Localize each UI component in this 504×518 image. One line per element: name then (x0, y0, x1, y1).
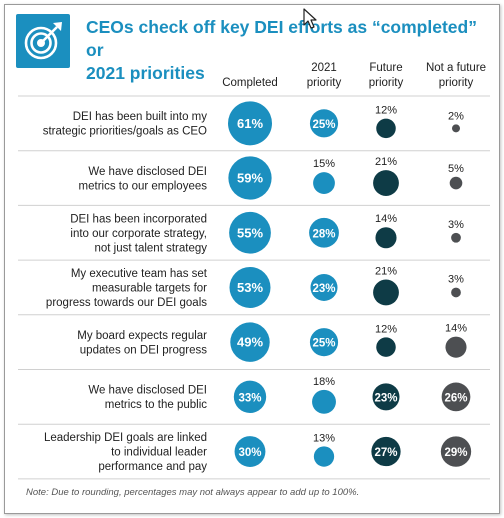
bubble (309, 217, 339, 248)
data-label: 23% (374, 392, 397, 404)
data-label: 18% (313, 376, 335, 388)
bubble (376, 337, 396, 357)
data-label: 28% (312, 228, 335, 240)
bubble (234, 436, 266, 467)
data-label: 61% (237, 116, 263, 131)
bubble (309, 328, 339, 357)
row-label: We have disclosed DEI (88, 385, 207, 397)
bubble (371, 436, 401, 467)
bubble (233, 380, 267, 414)
title-line-2: 2021 priorities (86, 63, 205, 83)
bubble (376, 118, 396, 139)
bubble (229, 211, 271, 254)
bubble (313, 446, 335, 467)
data-label: 29% (444, 447, 467, 459)
row-label: into our corporate strategy, (70, 228, 207, 240)
row-label: updates on DEI progress (80, 344, 207, 356)
data-label: 26% (444, 392, 467, 404)
row-label: metrics to the public (105, 399, 208, 411)
row-label: progress towards our DEI goals (46, 297, 207, 309)
row-label: measurable targets for (92, 282, 207, 294)
row-label: DEI has been built into my (73, 111, 207, 123)
row-label: to individual leader (111, 447, 207, 459)
bubble (309, 109, 339, 138)
row-label: My executive team has set (71, 268, 208, 280)
row-label: performance and pay (98, 461, 207, 473)
data-label: 53% (237, 280, 263, 295)
bubble (445, 336, 467, 358)
bubble (375, 227, 397, 249)
column-header-3-line-1: Future (369, 62, 402, 74)
column-header-3-line-2: priority (369, 77, 404, 89)
data-label: 15% (313, 158, 335, 170)
row-label: metrics to our employees (79, 180, 208, 192)
data-label: 59% (237, 171, 263, 186)
bubble (452, 124, 460, 133)
data-label: 3% (448, 274, 464, 286)
data-label: 21% (375, 156, 397, 168)
data-label: 12% (375, 105, 397, 117)
bubble (310, 273, 338, 301)
data-label: 23% (312, 283, 335, 295)
row-label: DEI has been incorporated (70, 213, 207, 225)
row-label: My board expects regular (77, 330, 207, 342)
footnote: Note: Due to rounding, percentages may n… (26, 487, 360, 498)
data-label: 27% (374, 447, 397, 459)
data-label: 3% (448, 219, 464, 231)
bubble (230, 322, 270, 362)
row-label: Leadership DEI goals are linked (44, 432, 207, 444)
bubble (449, 176, 463, 190)
data-label: 55% (237, 225, 263, 240)
data-label: 30% (238, 447, 261, 459)
bubble (228, 101, 272, 146)
bubble (312, 389, 336, 414)
column-header-4-line-2: priority (439, 77, 474, 89)
bubble (228, 156, 272, 200)
column-header-2-line-2: priority (307, 77, 342, 89)
data-label: 14% (445, 323, 467, 335)
data-label: 21% (375, 266, 397, 278)
chart-frame (4, 4, 500, 514)
data-label: 33% (238, 392, 261, 404)
mouse-cursor-icon (303, 8, 317, 29)
data-label: 25% (312, 338, 335, 350)
bubble (451, 287, 461, 298)
row-label: We have disclosed DEI (88, 166, 207, 178)
data-label: 13% (313, 432, 335, 444)
bubble (441, 382, 471, 412)
target-arrow-icon (16, 14, 70, 68)
bubble (229, 266, 271, 308)
data-label: 14% (375, 213, 397, 225)
column-header-4-line-1: Not a future (426, 62, 486, 74)
bubble (313, 172, 335, 194)
bubble (372, 383, 400, 411)
data-label: 2% (448, 110, 464, 122)
chart-title: CEOs check off key DEI efforts as “compl… (86, 16, 486, 85)
data-label: 12% (375, 323, 397, 335)
title-line-1: CEOs check off key DEI efforts as “compl… (86, 17, 477, 60)
column-header-1: Completed (222, 77, 278, 89)
bubble (373, 279, 399, 306)
row-label: strategic priorities/goals as CEO (43, 126, 207, 138)
data-label: 25% (312, 119, 335, 131)
data-label: 5% (448, 163, 464, 175)
row-label: not just talent strategy (94, 242, 207, 254)
data-label: 49% (237, 335, 263, 350)
bubble (440, 436, 472, 467)
bubble (451, 232, 461, 243)
column-header-2-line-1: 2021 (311, 62, 337, 74)
bubble (373, 170, 399, 196)
